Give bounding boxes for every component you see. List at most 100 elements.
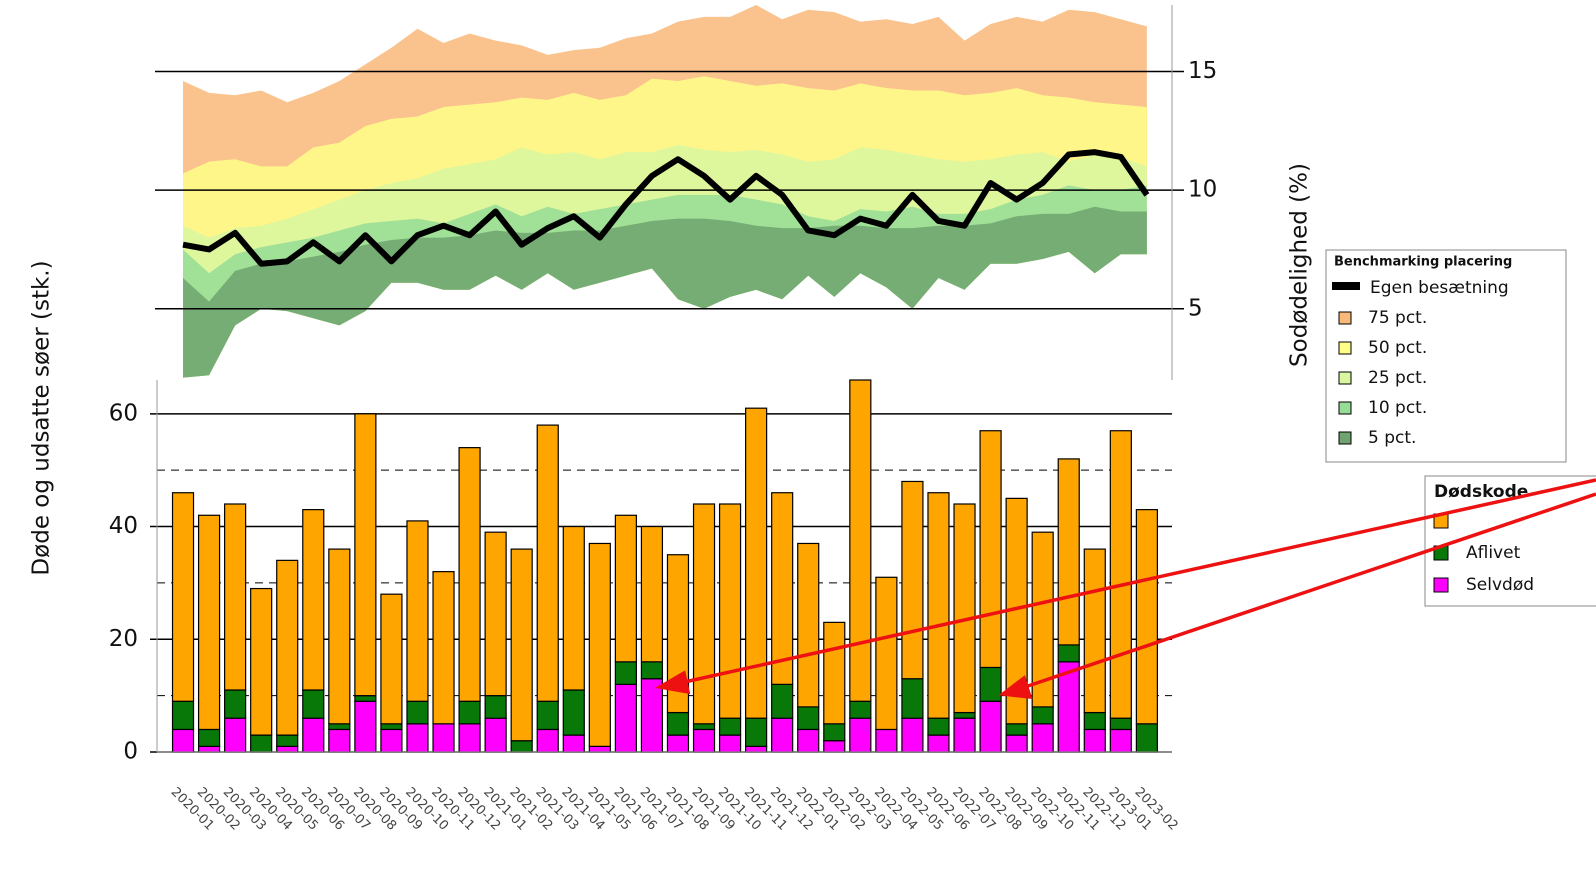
bar-segment [458,700,481,725]
bar-segment [692,503,716,725]
bar-segment [458,723,481,753]
legend-title: Benchmarking placering [1334,255,1512,270]
bar-segment [354,700,377,753]
bar-segment [224,717,247,753]
bar-segment [171,728,195,753]
bar-segment [745,407,768,719]
bar-segment [745,745,768,753]
bar-segment [302,509,325,691]
bar-segment [354,413,377,697]
bar-segment [823,723,846,742]
bar-segment [328,723,351,731]
bar-segment [302,689,325,719]
bar-segment [328,728,351,753]
bar-segment [614,514,637,663]
bar-segment [432,571,455,725]
legend-label: 75 pct. [1368,308,1427,328]
annotation-arrows [655,478,1596,700]
legend-swatch [1338,311,1352,325]
bar-segment [797,728,820,753]
bar-segment [484,531,507,697]
bar-segment [979,700,1002,753]
bar-segment [797,706,820,731]
bar-segment [927,492,950,719]
bar-segment [666,711,690,736]
bar-segment [927,717,950,736]
legends: Egen besætning 75 pct. 50 pct. 25 pct. 10 pc… [1332,278,1534,595]
legend-label: Aflivet [1466,543,1521,563]
legend-label: 50 pct. [1368,338,1427,358]
y-tick-label: 5 [1188,295,1203,321]
bar-segment [1005,723,1028,736]
bar-segment [432,723,455,753]
bar-segment [771,717,794,753]
bar-segment [250,587,273,736]
bar-segment [1135,509,1158,725]
bar-segment [380,593,403,725]
y-tick-label: 40 [109,513,138,539]
bar-segment [640,525,664,663]
bar-segment [380,723,403,731]
bar-segment [171,492,195,702]
bar-segment [797,542,820,708]
y-axis-title: Døde og udsatte søer (stk.) [29,260,55,575]
arrow [1021,492,1596,690]
bar-segment [1031,723,1054,753]
bar-segment [354,695,377,702]
bar-segment [901,678,924,719]
legend-swatch [1338,431,1352,445]
bar-segment [171,700,195,731]
bar-segment [771,683,794,719]
bar-segment [953,717,976,753]
bar-segment [745,717,768,747]
legend-label: Selvdød [1466,575,1534,595]
bar-segment [1083,728,1106,753]
bar-segment [640,678,664,753]
bar-segment [901,717,924,753]
bar-segment [406,723,429,753]
bar-segment [875,576,898,731]
bar-segment [614,661,637,685]
bar-segment [718,734,742,753]
bar-segment [1109,430,1132,719]
bar-segment [197,745,221,753]
bar-segment [302,717,325,753]
bar-segment [614,683,637,753]
legend-swatch [1332,282,1360,290]
legend-swatch [1338,401,1352,415]
bar-segment [406,520,429,702]
bar-segment [458,447,481,702]
bar-segment [718,503,742,719]
bar-segment [979,666,1002,702]
arrow [679,478,1596,685]
bar-segment [588,745,611,753]
bar-segment [849,717,872,753]
legend-swatch [1338,371,1352,385]
bar-segment [692,728,716,753]
y-tick-label: 20 [109,626,138,652]
bar-segment [562,689,585,736]
bar-segment [1057,458,1080,646]
bar-segment [640,661,664,680]
bar-segment [1005,734,1028,753]
bar-segment [849,700,872,719]
bar-segment [849,379,872,702]
own-line [182,149,1150,267]
bar-segment [510,548,533,742]
bar-segment [406,700,429,725]
bar-segment [1031,531,1054,708]
y-tick-label: 15 [1188,58,1217,84]
bar-segment [276,745,299,753]
bar-segment [510,740,533,753]
band-area [183,206,1147,378]
bar-segment [1109,728,1132,753]
bar-segment [562,525,585,691]
bar-segment [1031,706,1054,725]
bar-segment [588,542,611,747]
bar-segment [901,480,924,680]
bar-segment [692,723,716,731]
bar-segment [536,700,559,731]
bar-segment [380,728,403,753]
legend-swatch [1433,577,1449,593]
